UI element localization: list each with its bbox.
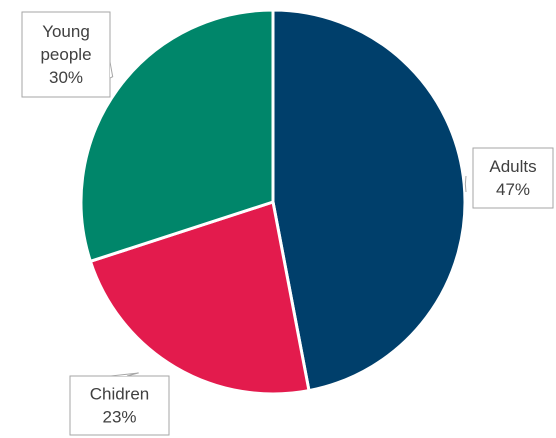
pie-slice-chidren xyxy=(88,200,311,396)
data-label-value: 23% xyxy=(102,408,136,427)
data-label-pointer xyxy=(109,61,114,79)
data-label-value: 30% xyxy=(49,68,83,87)
data-label-category: Young xyxy=(42,22,90,41)
data-label-category: people xyxy=(40,45,91,64)
pie-slice-young-people xyxy=(79,8,275,263)
data-label-category: Chidren xyxy=(90,385,150,404)
data-label-box xyxy=(69,375,170,436)
data-label-category: Adults xyxy=(489,157,536,176)
data-label-adults: Adults 47% xyxy=(464,147,554,209)
pie-data-labels: Adults 47% Chidren 23% Young people 30% xyxy=(21,11,554,436)
data-label-pointer xyxy=(110,372,139,377)
data-label-pointer xyxy=(464,175,467,193)
data-label-young-people: Young people 30% xyxy=(21,11,114,98)
pie-slice-adults xyxy=(271,8,467,393)
pie-slices xyxy=(79,8,467,396)
data-label-chidren: Chidren 23% xyxy=(69,372,170,436)
data-label-box xyxy=(21,11,111,98)
data-label-value: 47% xyxy=(496,180,530,199)
data-label-box xyxy=(472,147,554,209)
